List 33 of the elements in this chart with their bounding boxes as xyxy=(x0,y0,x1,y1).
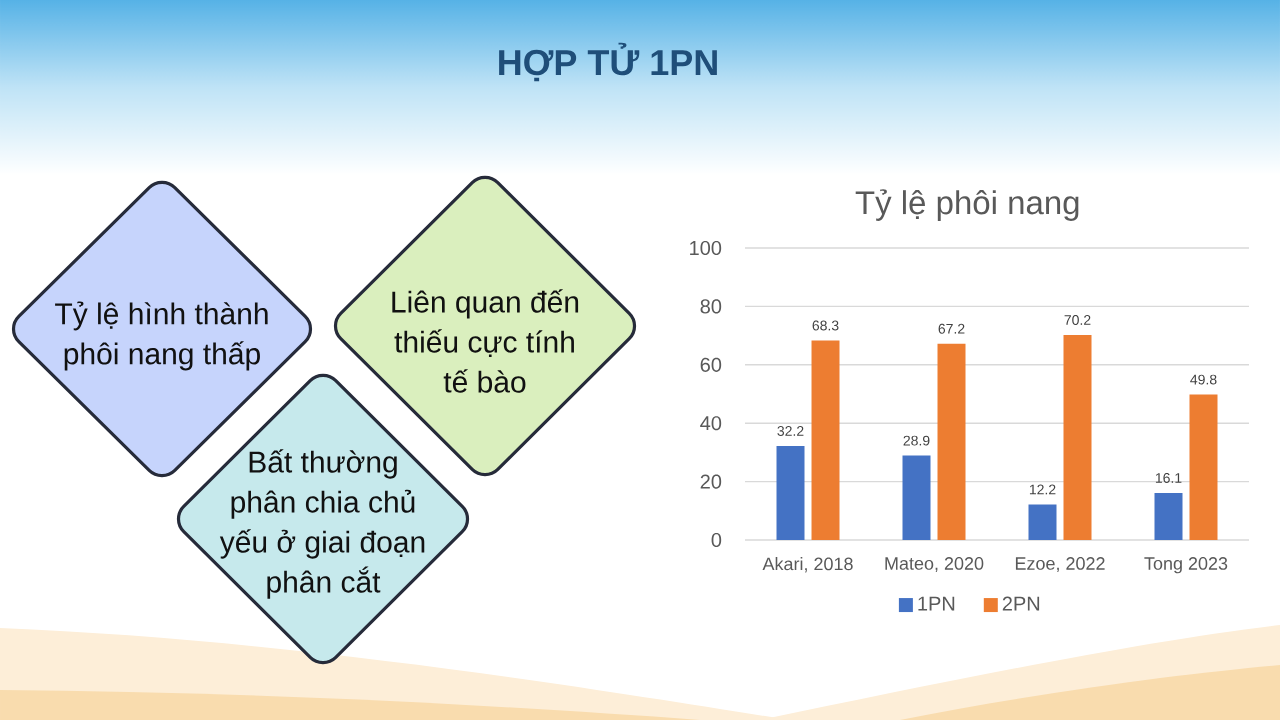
y-tick-label: 60 xyxy=(700,357,722,372)
y-tick-label: 40 xyxy=(700,416,722,431)
bar xyxy=(1189,394,1218,540)
data-label: 16.1 xyxy=(1155,473,1182,483)
x-tick-label: Akari, 2018 xyxy=(762,557,853,573)
y-tick-label: 80 xyxy=(700,299,722,314)
bar xyxy=(776,445,805,540)
data-label: 70.2 xyxy=(1064,315,1091,325)
bar xyxy=(1028,504,1057,540)
bar xyxy=(937,343,966,540)
x-tick-label: Mateo, 2020 xyxy=(885,557,984,572)
data-label: 32.2 xyxy=(777,426,804,436)
text: Liên quan đến thiếu cực tính tế bào xyxy=(392,289,579,393)
legend-label: 2PN xyxy=(1002,596,1040,611)
data-label: 68.3 xyxy=(812,320,839,331)
y-tick-label: 20 xyxy=(700,474,722,489)
data-label: 28.9 xyxy=(903,435,930,446)
x-tick-label: Ezoe, 2022 xyxy=(1015,557,1105,572)
legend-label: 1PN xyxy=(918,596,955,611)
y-tick-label: 100 xyxy=(690,240,722,256)
bar xyxy=(1063,335,1092,540)
bar xyxy=(902,455,931,540)
text: Tỷ lệ hình thành phôi nang thấp xyxy=(55,301,268,371)
text: Bất thường phân chia chủ yếu ở giai đoạn phân cắt xyxy=(219,449,425,599)
bar xyxy=(811,340,840,540)
chart-title: Tỷ lệ phôi nang xyxy=(855,189,1079,221)
data-label: 12.2 xyxy=(1029,484,1056,495)
data-label: 67.2 xyxy=(938,323,965,334)
bar xyxy=(1154,492,1183,540)
text: HỢP TỬ 1PN xyxy=(499,42,717,82)
x-tick-label: Tong 2023 xyxy=(1144,557,1228,574)
data-label: 49.8 xyxy=(1190,374,1217,385)
y-tick-label: 0 xyxy=(711,532,722,548)
